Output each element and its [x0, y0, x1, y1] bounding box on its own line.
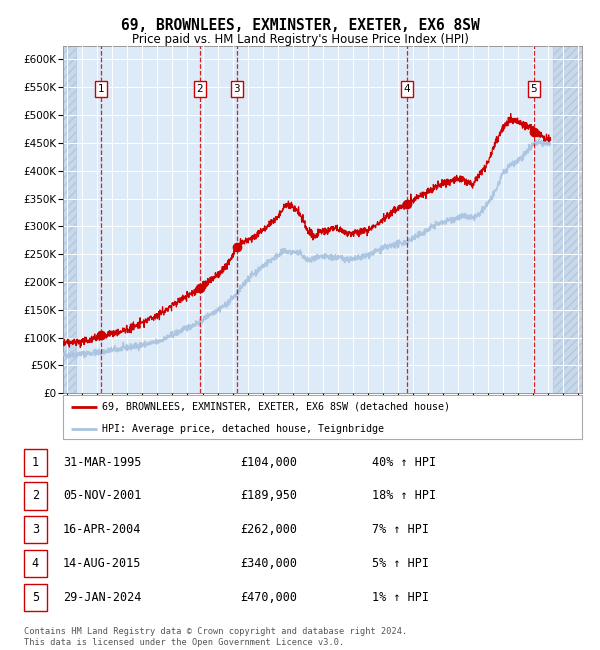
Bar	[553, 46, 582, 393]
Text: £189,950: £189,950	[240, 489, 297, 502]
Text: 40% ↑ HPI: 40% ↑ HPI	[372, 456, 436, 469]
Text: 18% ↑ HPI: 18% ↑ HPI	[372, 489, 436, 502]
Text: 05-NOV-2001: 05-NOV-2001	[63, 489, 142, 502]
Bar	[63, 46, 76, 393]
Text: 31-MAR-1995: 31-MAR-1995	[63, 456, 142, 469]
Text: 14-AUG-2015: 14-AUG-2015	[63, 557, 142, 570]
Text: 1: 1	[32, 456, 39, 469]
Text: 4: 4	[403, 84, 410, 94]
Text: 16-APR-2004: 16-APR-2004	[63, 523, 142, 536]
Text: 2: 2	[197, 84, 203, 94]
Text: 7% ↑ HPI: 7% ↑ HPI	[372, 523, 429, 536]
Text: 69, BROWNLEES, EXMINSTER, EXETER, EX6 8SW (detached house): 69, BROWNLEES, EXMINSTER, EXETER, EX6 8S…	[102, 402, 450, 412]
Text: 2: 2	[32, 489, 39, 502]
Text: 4: 4	[32, 557, 39, 570]
Text: HPI: Average price, detached house, Teignbridge: HPI: Average price, detached house, Teig…	[102, 424, 384, 434]
Text: 5: 5	[32, 591, 39, 604]
Text: 3: 3	[233, 84, 240, 94]
Text: Price paid vs. HM Land Registry's House Price Index (HPI): Price paid vs. HM Land Registry's House …	[131, 32, 469, 46]
FancyBboxPatch shape	[63, 395, 582, 439]
Text: 5: 5	[530, 84, 537, 94]
Text: 5% ↑ HPI: 5% ↑ HPI	[372, 557, 429, 570]
Text: 1: 1	[98, 84, 104, 94]
Text: £104,000: £104,000	[240, 456, 297, 469]
Text: 69, BROWNLEES, EXMINSTER, EXETER, EX6 8SW: 69, BROWNLEES, EXMINSTER, EXETER, EX6 8S…	[121, 18, 479, 33]
Text: Contains HM Land Registry data © Crown copyright and database right 2024.
This d: Contains HM Land Registry data © Crown c…	[24, 627, 407, 647]
Text: £340,000: £340,000	[240, 557, 297, 570]
Text: 3: 3	[32, 523, 39, 536]
Text: 29-JAN-2024: 29-JAN-2024	[63, 591, 142, 604]
Text: £262,000: £262,000	[240, 523, 297, 536]
Text: £470,000: £470,000	[240, 591, 297, 604]
Text: 1% ↑ HPI: 1% ↑ HPI	[372, 591, 429, 604]
